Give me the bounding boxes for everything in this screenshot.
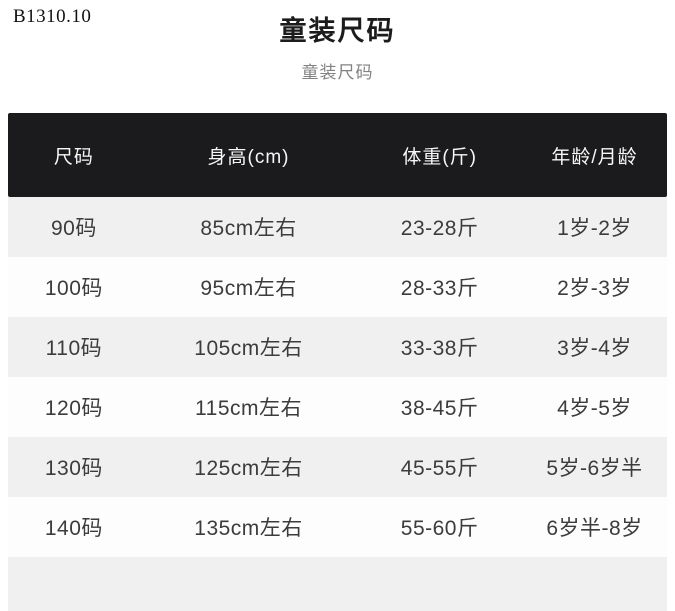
- size-table: 尺码 身高(cm) 体重(斤) 年龄/月龄 90码 85cm左右 23-28斤 1岁-…: [8, 113, 667, 611]
- page-subtitle: 童装尺码: [301, 63, 374, 82]
- table-cell: 23-28斤: [400, 217, 479, 240]
- table-header-row: 尺码 身高(cm) 体重(斤) 年龄/月龄: [8, 113, 667, 197]
- column-header-size: 尺码: [53, 146, 94, 168]
- page-title: 童装尺码: [279, 16, 396, 46]
- table-cell: 5岁-6岁半: [546, 457, 643, 480]
- column-header-weight: 体重(斤): [402, 146, 477, 168]
- table-cell: 85cm左右: [200, 217, 297, 240]
- table-cell: 45-55斤: [400, 457, 479, 480]
- table-cell: 90码: [50, 217, 97, 240]
- table-cell: 115cm左右: [195, 397, 303, 420]
- table-cell: 1岁-2岁: [557, 217, 632, 240]
- table-row: 140码 135cm左右 55-60斤 6岁半-8岁: [8, 497, 667, 557]
- table-cell: 33-38斤: [400, 337, 479, 360]
- table-cell: 28-33斤: [400, 277, 479, 300]
- column-header-height: 身高(cm): [207, 146, 290, 168]
- product-code-label: B1310.10: [13, 6, 92, 27]
- table-cell: 55-60斤: [400, 517, 479, 540]
- table-cell: 100码: [44, 277, 103, 300]
- size-table-body: 90码 85cm左右 23-28斤 1岁-2岁 100码 95cm左右 28-33斤 2岁-3…: [8, 197, 667, 557]
- table-row: 100码 95cm左右 28-33斤 2岁-3岁: [8, 257, 667, 317]
- table-cell: 120码: [44, 397, 103, 420]
- table-cell: 130码: [44, 457, 103, 480]
- table-row: 120码 115cm左右 38-45斤 4岁-5岁: [8, 377, 667, 437]
- table-cell: 6岁半-8岁: [546, 517, 643, 540]
- table-cell: 105cm左右: [194, 337, 303, 360]
- table-row: 110码 105cm左右 33-38斤 3岁-4岁: [8, 317, 667, 377]
- table-row: 90码 85cm左右 23-28斤 1岁-2岁: [8, 197, 667, 257]
- table-cell: 140码: [44, 517, 103, 540]
- table-cell: 2岁-3岁: [557, 277, 632, 300]
- table-cell: 95cm左右: [200, 277, 297, 300]
- table-cell: 125cm左右: [194, 457, 303, 480]
- table-row: 130码 125cm左右 45-55斤 5岁-6岁半: [8, 437, 667, 497]
- table-cell: 135cm左右: [194, 517, 303, 540]
- table-cell: 4岁-5岁: [557, 397, 632, 420]
- table-cell: 3岁-4岁: [557, 337, 632, 360]
- table-cell: 38-45斤: [400, 397, 479, 420]
- table-cell: 110码: [45, 337, 103, 360]
- column-header-age: 年龄/月龄: [551, 146, 638, 168]
- table-footer-strip: [8, 557, 667, 611]
